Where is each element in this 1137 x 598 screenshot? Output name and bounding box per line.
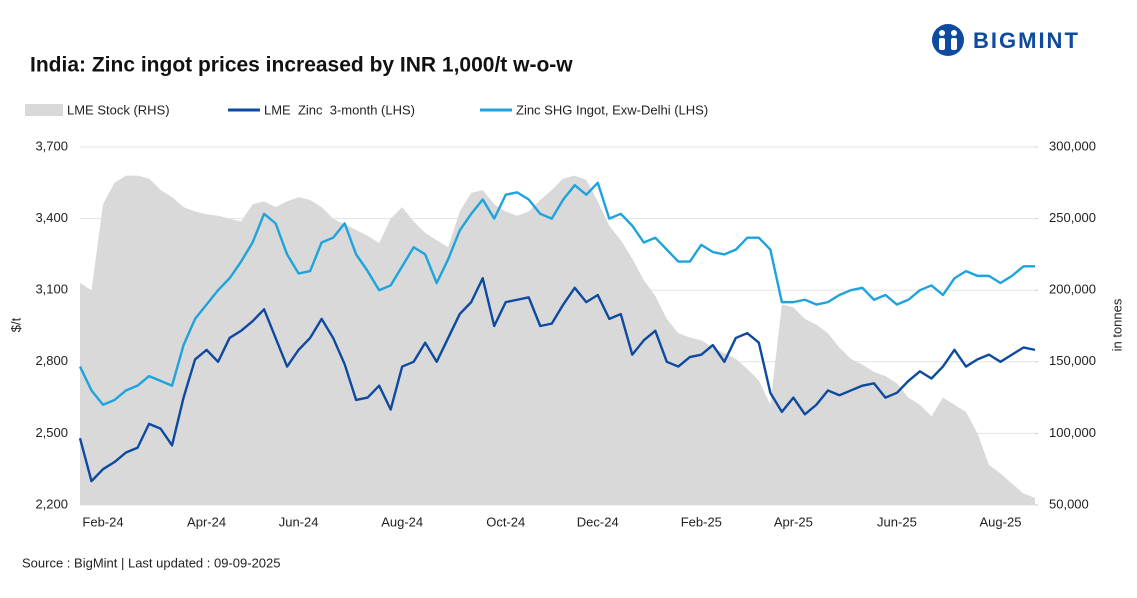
chart-title: India: Zinc ingot prices increased by IN… (30, 54, 573, 77)
y-tick-label: 3,100 (35, 282, 68, 297)
legend-label: LME Stock (RHS) (67, 102, 170, 117)
y-tick-label: 2,500 (35, 425, 68, 440)
x-tick-label: Feb-25 (681, 514, 722, 529)
y-tick-label: 2,800 (35, 353, 68, 368)
x-tick-label: Apr-25 (774, 514, 813, 529)
source-note: Source : BigMint | Last updated : 09-09-… (22, 555, 280, 570)
price-line (78, 277, 1036, 483)
x-tick-label: Jun-25 (877, 514, 917, 529)
price-line (78, 181, 1035, 406)
x-tick-label: Aug-24 (381, 514, 423, 529)
stock-area (80, 175, 1035, 505)
legend-label: LME Zinc 3-month (LHS) (264, 102, 415, 117)
legend-label: Zinc SHG Ingot, Exw-Delhi (LHS) (516, 102, 708, 117)
y2-tick-label: 200,000 (1049, 282, 1096, 297)
y-axis-label: $/t (8, 317, 23, 332)
x-tick-label: Oct-24 (486, 514, 525, 529)
y2-tick-label: 50,000 (1049, 496, 1089, 511)
logo-text: BIGMINT (973, 28, 1080, 53)
x-tick-label: Apr-24 (187, 514, 226, 529)
x-tick-label: Aug-25 (980, 514, 1022, 529)
x-tick-label: Dec-24 (577, 514, 619, 529)
x-tick-label: Jun-24 (279, 514, 319, 529)
y2-tick-label: 250,000 (1049, 210, 1096, 225)
x-tick-label: Feb-24 (82, 514, 123, 529)
y2-tick-label: 300,000 (1049, 138, 1096, 153)
y2-tick-label: 100,000 (1049, 425, 1096, 440)
logo-icon (932, 24, 964, 56)
y2-axis-label: in tonnes (1109, 298, 1124, 351)
y2-tick-label: 150,000 (1049, 353, 1096, 368)
y-tick-label: 3,700 (35, 138, 68, 153)
legend-swatch (25, 104, 63, 116)
y-tick-label: 3,400 (35, 210, 68, 225)
y-tick-label: 2,200 (35, 496, 68, 511)
